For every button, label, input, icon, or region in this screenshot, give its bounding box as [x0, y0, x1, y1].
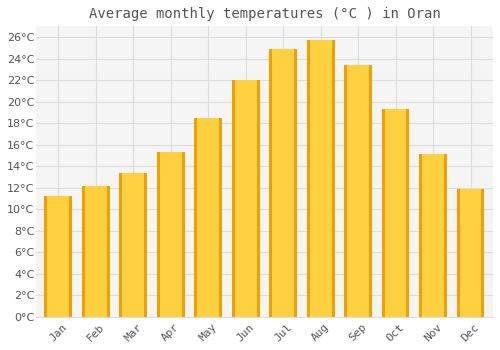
Bar	[310, 40, 332, 317]
Bar	[160, 152, 182, 317]
Bar	[422, 154, 444, 317]
Bar	[157, 152, 184, 317]
Bar	[382, 109, 409, 317]
Bar	[307, 40, 334, 317]
Bar	[344, 65, 372, 317]
Bar	[48, 196, 69, 317]
Bar	[44, 196, 72, 317]
Bar	[232, 80, 260, 317]
Bar	[270, 49, 297, 317]
Bar	[122, 173, 144, 317]
Bar	[82, 186, 110, 317]
Bar	[456, 189, 484, 317]
Bar	[120, 173, 147, 317]
Title: Average monthly temperatures (°C ) in Oran: Average monthly temperatures (°C ) in Or…	[88, 7, 440, 21]
Bar	[460, 189, 481, 317]
Bar	[384, 109, 406, 317]
Bar	[348, 65, 369, 317]
Bar	[272, 49, 294, 317]
Bar	[419, 154, 447, 317]
Bar	[235, 80, 256, 317]
Bar	[85, 186, 106, 317]
Bar	[194, 118, 222, 317]
Bar	[198, 118, 219, 317]
